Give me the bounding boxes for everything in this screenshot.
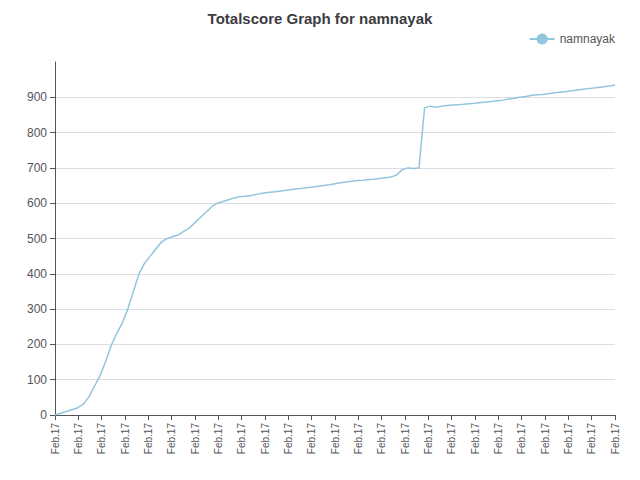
svg-text:Feb.17: Feb.17: [50, 423, 61, 455]
svg-text:Feb.17: Feb.17: [143, 423, 154, 455]
svg-text:0: 0: [40, 408, 47, 422]
svg-text:Feb.17: Feb.17: [470, 423, 481, 455]
svg-text:Feb.17: Feb.17: [516, 423, 527, 455]
svg-text:Feb.17: Feb.17: [353, 423, 364, 455]
svg-text:Feb.17: Feb.17: [260, 423, 271, 455]
svg-text:Feb.17: Feb.17: [283, 423, 294, 455]
svg-text:Feb.17: Feb.17: [73, 423, 84, 455]
svg-text:Feb.17: Feb.17: [446, 423, 457, 455]
svg-text:800: 800: [27, 126, 47, 140]
svg-text:Feb.17: Feb.17: [586, 423, 597, 455]
svg-text:Feb.17: Feb.17: [120, 423, 131, 455]
svg-text:900: 900: [27, 90, 47, 104]
svg-text:Feb.17: Feb.17: [166, 423, 177, 455]
svg-text:700: 700: [27, 161, 47, 175]
svg-text:Feb.17: Feb.17: [306, 423, 317, 455]
svg-text:Feb.17: Feb.17: [213, 423, 224, 455]
svg-text:Feb.17: Feb.17: [190, 423, 201, 455]
svg-text:Feb.17: Feb.17: [330, 423, 341, 455]
svg-text:Feb.17: Feb.17: [400, 423, 411, 455]
svg-text:Feb.17: Feb.17: [423, 423, 434, 455]
svg-text:Feb.17: Feb.17: [540, 423, 551, 455]
svg-text:Feb.17: Feb.17: [236, 423, 247, 455]
svg-text:Feb.17: Feb.17: [376, 423, 387, 455]
svg-text:300: 300: [27, 302, 47, 316]
svg-text:400: 400: [27, 267, 47, 281]
svg-text:Feb.17: Feb.17: [96, 423, 107, 455]
svg-text:500: 500: [27, 232, 47, 246]
svg-text:Feb.17: Feb.17: [493, 423, 504, 455]
svg-text:Feb.17: Feb.17: [563, 423, 574, 455]
svg-text:200: 200: [27, 337, 47, 351]
svg-text:100: 100: [27, 373, 47, 387]
svg-text:Totalscore Graph for namnayak: Totalscore Graph for namnayak: [208, 10, 433, 27]
svg-text:namnayak: namnayak: [560, 32, 616, 46]
svg-text:600: 600: [27, 196, 47, 210]
svg-text:Feb.17: Feb.17: [610, 423, 621, 455]
